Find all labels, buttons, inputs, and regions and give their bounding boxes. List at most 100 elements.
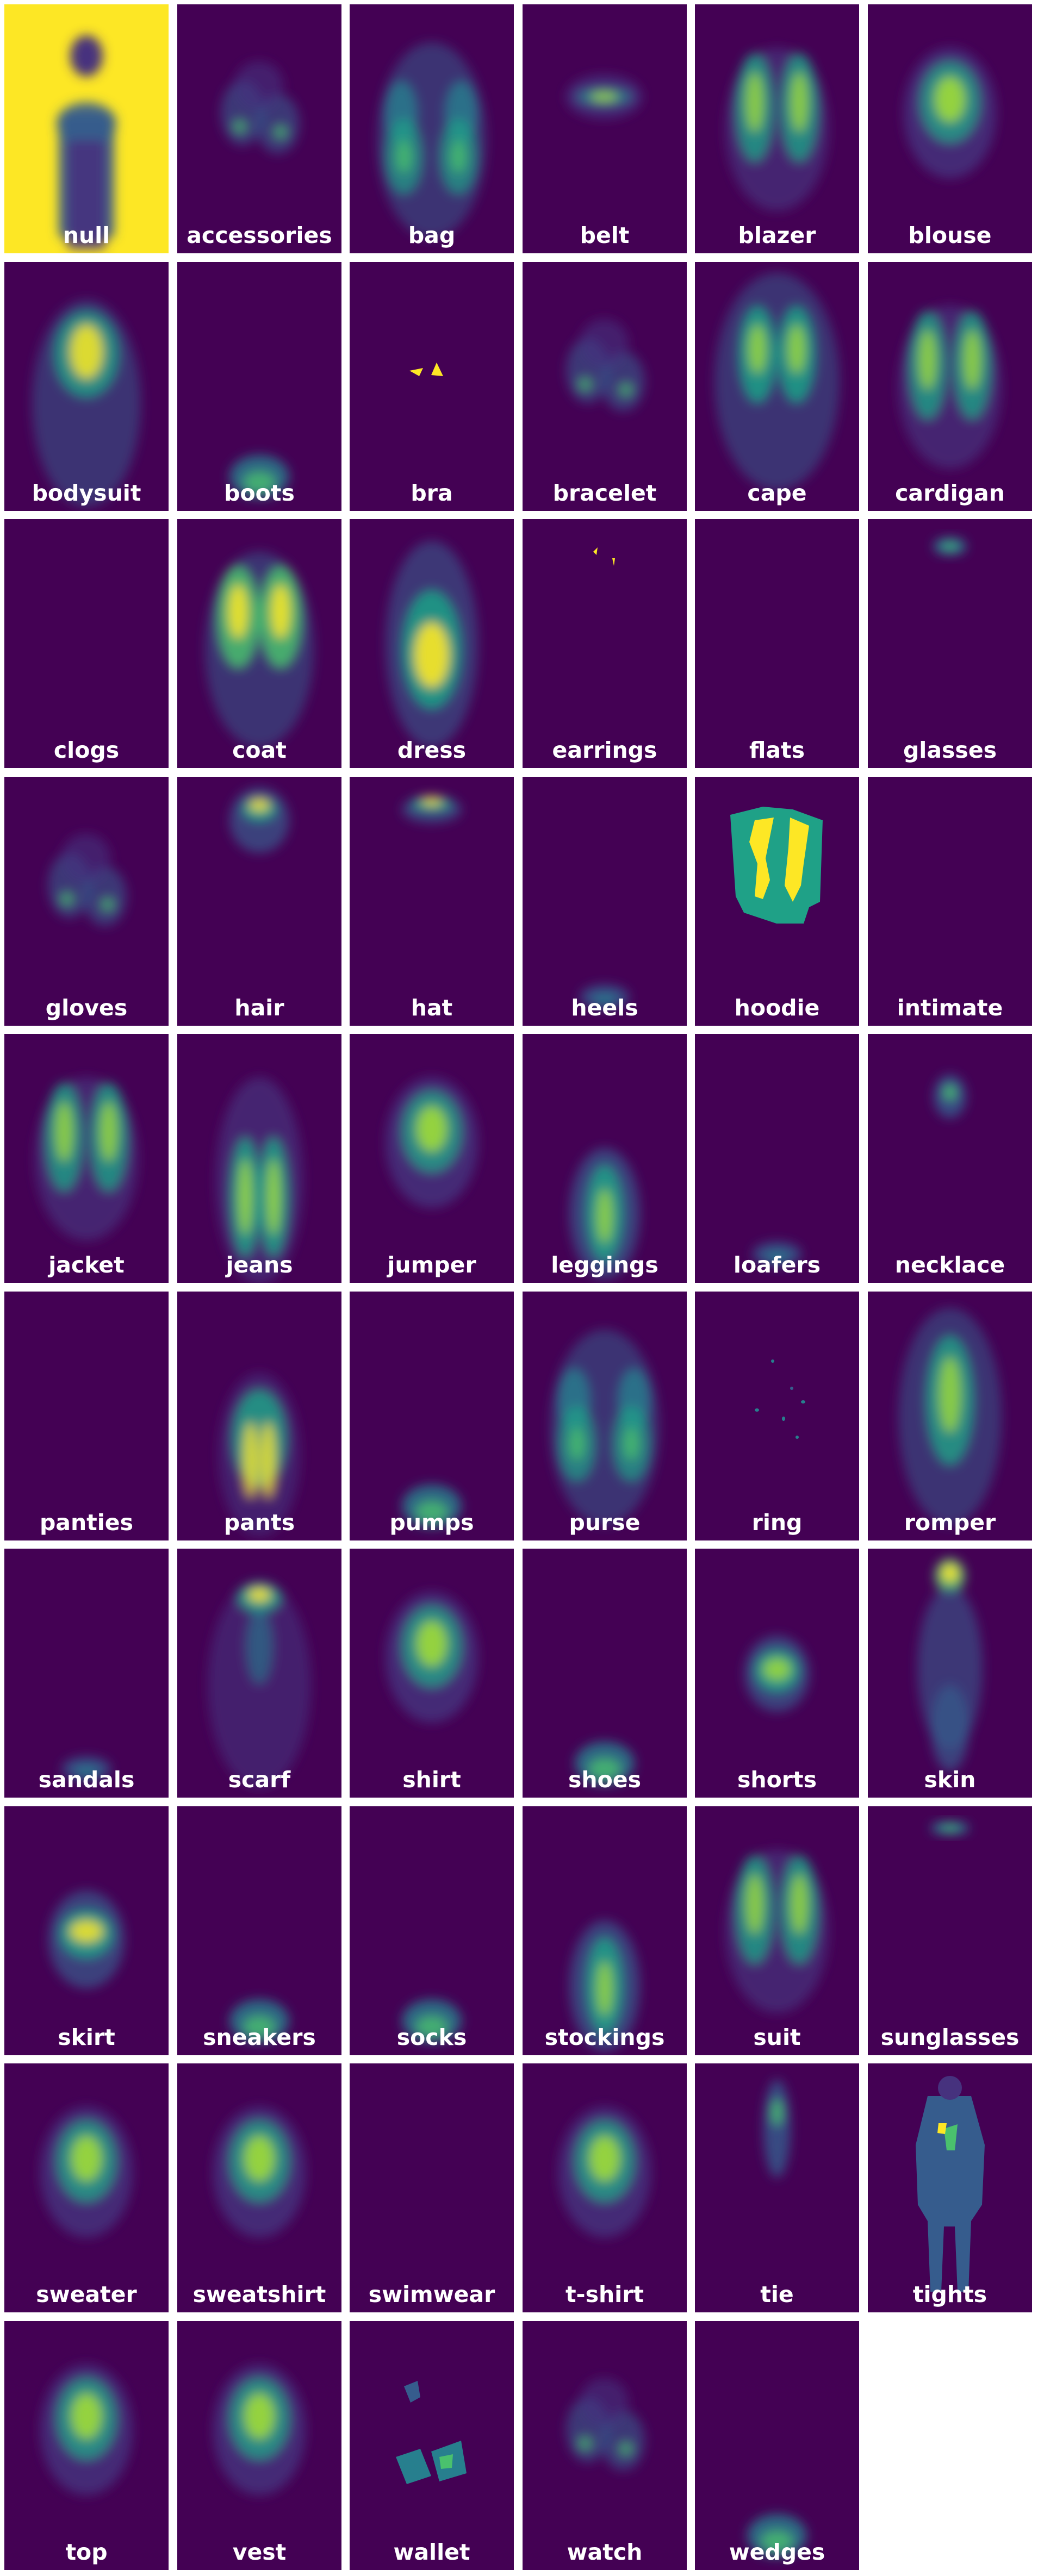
tile-label: socks [350, 2026, 514, 2049]
heatmap-tile: bra [350, 262, 514, 511]
tile-label: shorts [695, 1769, 859, 1791]
tile-label: ring [695, 1512, 859, 1534]
tile-label: glasses [868, 739, 1032, 762]
heatmap-tile: bag [350, 4, 514, 253]
heatmap-tile: hair [177, 777, 341, 1026]
heatmap-tile: sweater [4, 2063, 169, 2312]
tile-label: leggings [523, 1254, 687, 1276]
heatmap-image [695, 4, 859, 253]
heatmap-tile: tights [868, 2063, 1032, 2312]
heatmap-tile: ring [695, 1292, 859, 1540]
heatmap-image [4, 777, 169, 1026]
tile-label: purse [523, 1512, 687, 1534]
tile-label: tie [695, 2284, 859, 2306]
heatmap-image [4, 1806, 169, 2055]
heatmap-image [868, 1806, 1032, 2055]
tile-label: blazer [695, 224, 859, 247]
heatmap-image [350, 2321, 514, 2570]
heatmap-tile: watch [523, 2321, 687, 2570]
heatmap-tile: swimwear [350, 2063, 514, 2312]
heatmap-tile: purse [523, 1292, 687, 1540]
tile-label: hoodie [695, 997, 859, 1019]
tile-label: skin [868, 1769, 1032, 1791]
heatmap-image [695, 777, 859, 1026]
heatmap-tile: gloves [4, 777, 169, 1026]
heatmap-image [350, 262, 514, 511]
tile-label: sweatshirt [177, 2284, 341, 2306]
heatmap-image [350, 1034, 514, 1283]
heatmap-image [523, 1292, 687, 1540]
tile-label: jacket [4, 1254, 169, 1276]
heatmap-image [868, 1034, 1032, 1283]
heatmap-image [695, 1806, 859, 2055]
tile-label: coat [177, 739, 341, 762]
heatmap-tile: cardigan [868, 262, 1032, 511]
heatmap-tile: intimate [868, 777, 1032, 1026]
tile-label: jumper [350, 1254, 514, 1276]
heatmap-image [523, 1806, 687, 2055]
heatmap-image [177, 262, 341, 511]
tile-label: accessories [177, 224, 341, 247]
heatmap-tile: accessories [177, 4, 341, 253]
heatmap-image [868, 1292, 1032, 1540]
heatmap-tile: skirt [4, 1806, 169, 2055]
heatmap-tile: shirt [350, 1549, 514, 1798]
heatmap-image [695, 2321, 859, 2570]
heatmap-image [523, 519, 687, 768]
heatmap-tile: wallet [350, 2321, 514, 2570]
heatmap-image [523, 1034, 687, 1283]
tile-label: loafers [695, 1254, 859, 1276]
heatmap-tile: suit [695, 1806, 859, 2055]
tile-label: cardigan [868, 482, 1032, 504]
heatmap-image [177, 2063, 341, 2312]
heatmap-image [4, 519, 169, 768]
heatmap-tile: flats [695, 519, 859, 768]
heatmap-tile: coat [177, 519, 341, 768]
heatmap-image [177, 1806, 341, 2055]
heatmap-image [695, 2063, 859, 2312]
tile-label: sandals [4, 1769, 169, 1791]
tile-label: blouse [868, 224, 1032, 247]
tile-label: top [4, 2541, 169, 2563]
heatmap-tile: scarf [177, 1549, 341, 1798]
tile-label: boots [177, 482, 341, 504]
tile-label: t-shirt [523, 2284, 687, 2306]
tile-label: shirt [350, 1769, 514, 1791]
heatmap-image [523, 4, 687, 253]
heatmap-tile: socks [350, 1806, 514, 2055]
heatmap-image [695, 1549, 859, 1798]
heatmap-tile: belt [523, 4, 687, 253]
tile-label: stockings [523, 2026, 687, 2049]
heatmap-image [177, 1292, 341, 1540]
heatmap-image [868, 519, 1032, 768]
heatmap-image [868, 2063, 1032, 2312]
heatmap-tile: hat [350, 777, 514, 1026]
heatmap-image [523, 2063, 687, 2312]
tile-label: necklace [868, 1254, 1032, 1276]
tile-label: bracelet [523, 482, 687, 504]
heatmap-tile: pumps [350, 1292, 514, 1540]
heatmap-tile: blouse [868, 4, 1032, 253]
heatmap-tile: vest [177, 2321, 341, 2570]
heatmap-tile: top [4, 2321, 169, 2570]
heatmap-tile: hoodie [695, 777, 859, 1026]
heatmap-tile: tie [695, 2063, 859, 2312]
heatmap-tile: dress [350, 519, 514, 768]
tile-label: swimwear [350, 2284, 514, 2306]
tile-label: vest [177, 2541, 341, 2563]
heatmap-tile: t-shirt [523, 2063, 687, 2312]
heatmap-image [177, 1549, 341, 1798]
heatmap-image [350, 777, 514, 1026]
heatmap-tile: earrings [523, 519, 687, 768]
tile-label: suit [695, 2026, 859, 2049]
heatmap-tile: jumper [350, 1034, 514, 1283]
tile-label: bodysuit [4, 482, 169, 504]
tile-label: panties [4, 1512, 169, 1534]
tile-label: shoes [523, 1769, 687, 1791]
tile-label: watch [523, 2541, 687, 2563]
heatmap-image [177, 777, 341, 1026]
tile-label: hair [177, 997, 341, 1019]
heatmap-image [350, 1292, 514, 1540]
heatmap-tile: jeans [177, 1034, 341, 1283]
heatmap-image [350, 1549, 514, 1798]
